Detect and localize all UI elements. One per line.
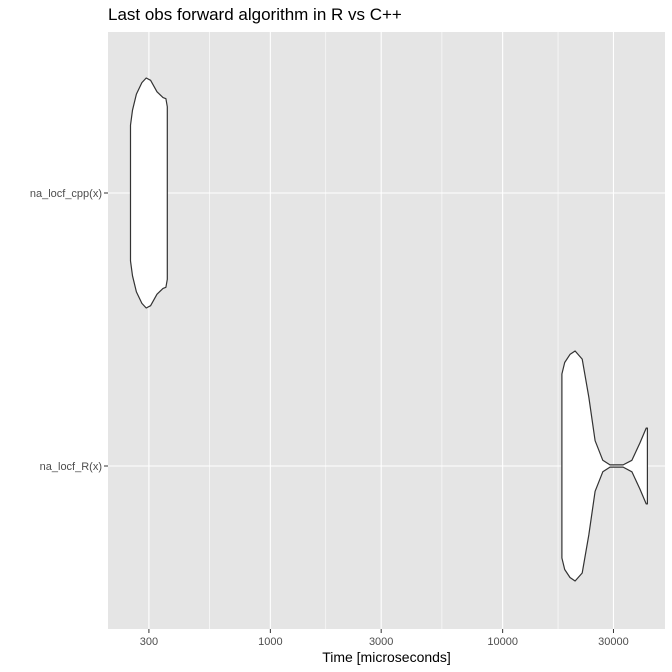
x-tick-label: 3000 bbox=[369, 636, 393, 648]
x-axis: 300 1000 3000 10000 30000 bbox=[140, 629, 629, 648]
x-axis-title: Time [microseconds] bbox=[322, 649, 451, 665]
x-tick-label: 30000 bbox=[598, 636, 629, 648]
minor-gridlines bbox=[209, 32, 559, 629]
violin-cpp bbox=[129, 77, 168, 309]
y-tick-label: na_locf_cpp(x) bbox=[30, 188, 102, 200]
x-tick-label: 10000 bbox=[487, 636, 518, 648]
y-axis: na_locf_cpp(x) na_locf_R(x) bbox=[30, 188, 108, 473]
x-tick-label: 1000 bbox=[258, 636, 282, 648]
chart-title: Last obs forward algorithm in R vs C++ bbox=[108, 5, 402, 24]
y-tick-label: na_locf_R(x) bbox=[40, 461, 102, 473]
violin-r bbox=[561, 350, 648, 582]
x-tick-label: 300 bbox=[140, 636, 158, 648]
violins bbox=[129, 77, 648, 582]
